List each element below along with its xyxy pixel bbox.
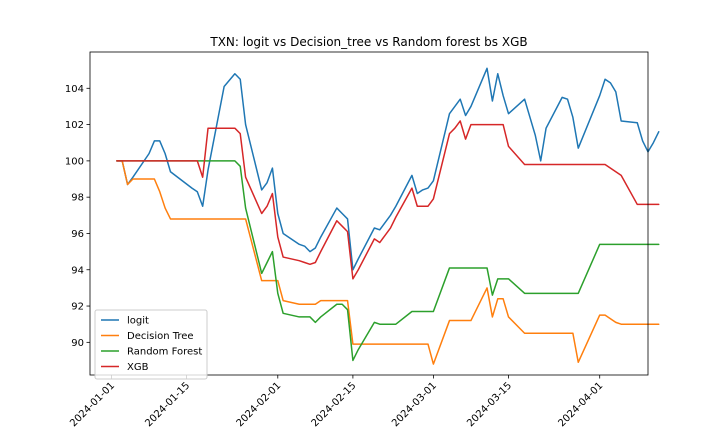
series-line-random-forest [116,160,660,362]
y-axis: 90 92 94 96 98 100 102 104 [65,84,90,349]
legend-label: Random Forest [127,347,202,358]
y-tick-label: 94 [71,265,84,276]
x-tick-label: 2024-04-01 [556,380,605,429]
y-tick-label: 92 [71,302,84,313]
legend-label: XGB [127,362,149,373]
x-tick-label: 2024-03-15 [465,380,514,429]
series-line-decision-tree [116,160,660,365]
x-tick-label: 2024-02-15 [310,380,359,429]
series-line-logit [116,67,660,271]
legend: logit Decision Tree Random Forest XGB [94,309,208,380]
x-tick-label: 2024-02-01 [235,380,284,429]
x-tick-label: 2024-03-01 [390,380,439,429]
y-tick-label: 104 [65,84,84,95]
y-tick-label: 98 [71,193,84,204]
x-tick-label: 2024-01-15 [143,380,192,429]
x-tick-label: 2024-01-01 [68,380,117,429]
series-line-xgb [116,120,660,280]
chart-title: TXN: logit vs Decision_tree vs Random fo… [209,35,527,49]
y-tick-label: 102 [65,120,84,131]
y-tick-label: 100 [65,156,84,167]
plot-frame [89,51,649,376]
y-tick-label: 90 [71,338,84,349]
legend-label: Decision Tree [127,331,194,342]
plot-area [116,67,660,365]
legend-label: logit [127,316,149,327]
y-tick-label: 96 [71,229,84,240]
legend-box [94,309,208,380]
x-axis: 2024-01-01 2024-01-15 2024-02-01 2024-02-15… [68,375,605,429]
